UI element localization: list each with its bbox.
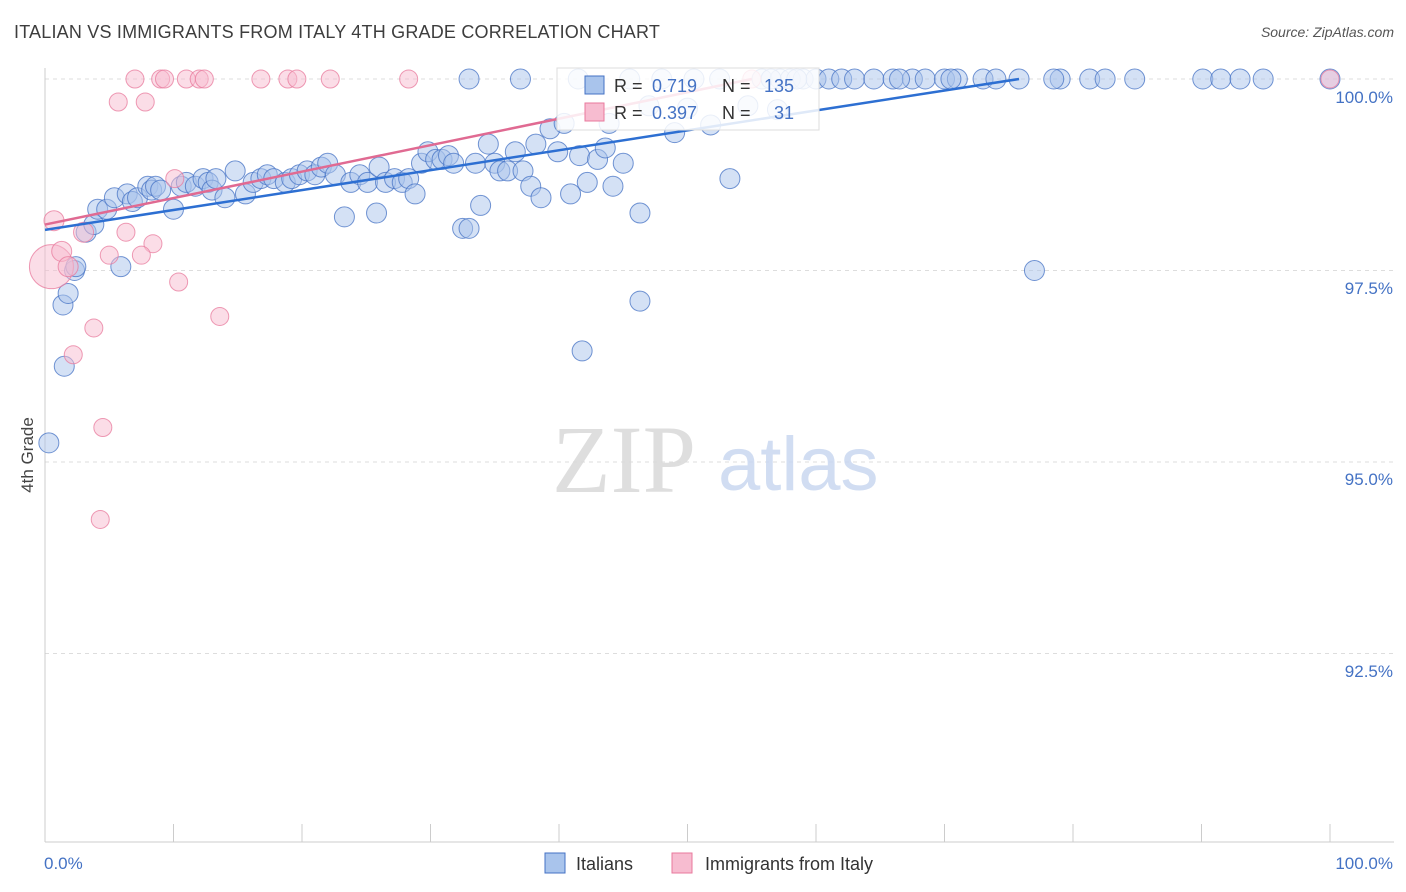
legend-swatch-italians (544, 852, 566, 874)
italians-point (458, 217, 480, 239)
stats-n-label-immigrants: N = (722, 103, 751, 123)
italians-point (914, 68, 936, 90)
italians-point (844, 68, 866, 90)
italians-point (477, 133, 499, 155)
italians-point (57, 282, 79, 304)
italians-point (38, 432, 60, 454)
italians-point (525, 133, 547, 155)
stats-box: R = 0.719 N = 135 R = 0.397 N = 31 (556, 67, 820, 131)
x-tick-label-100: 100.0% (1335, 854, 1393, 873)
italians-point (214, 187, 236, 209)
y-tick-label-92-5: 92.5% (1345, 662, 1393, 681)
x-tick-label-0: 0.0% (44, 854, 83, 873)
italians-point (571, 340, 593, 362)
immigrants-point (84, 318, 104, 338)
immigrants-point (194, 69, 214, 89)
immigrants-point (108, 92, 128, 112)
italians-point (1229, 68, 1251, 90)
watermark: ZIP atlas (552, 406, 879, 513)
italians-point (602, 175, 624, 197)
immigrants-point (287, 69, 307, 89)
immigrants-point (1320, 69, 1340, 89)
immigrants-point (251, 69, 271, 89)
watermark-atlas: atlas (718, 422, 879, 507)
y-tick-labels: 100.0% 97.5% 95.0% 92.5% (1335, 88, 1393, 681)
italians-point (940, 68, 962, 90)
y-tick-label-100: 100.0% (1335, 88, 1393, 107)
italians-point (629, 290, 651, 312)
legend: Italians Immigrants from Italy (544, 852, 873, 874)
italians-point (224, 160, 246, 182)
italians-point (443, 152, 465, 174)
legend-label-immigrants: Immigrants from Italy (705, 854, 873, 874)
immigrants-point (90, 509, 110, 529)
italians-point (1210, 68, 1232, 90)
immigrants-point (125, 69, 145, 89)
italians-point (1023, 260, 1045, 281)
stats-r-label-italians: R = (614, 76, 643, 96)
stats-r-label-immigrants: R = (614, 103, 643, 123)
chart-source: Source: ZipAtlas.com (1260, 24, 1394, 40)
italians-point (889, 68, 911, 90)
italians-point (985, 68, 1007, 90)
immigrants-point (63, 345, 83, 365)
stats-swatch-immigrants (584, 102, 605, 122)
stats-swatch-italians (584, 75, 605, 95)
italians-point (1192, 68, 1214, 90)
italians-point (1094, 68, 1116, 90)
immigrants-point (73, 221, 95, 243)
immigrants-point (135, 92, 155, 112)
series-immigrants-points (28, 69, 1340, 529)
immigrants-point (131, 245, 151, 265)
y-tick-label-95: 95.0% (1345, 470, 1393, 489)
italians-point (1043, 68, 1065, 90)
trend-lines (44, 77, 1020, 232)
italians-point (560, 183, 582, 205)
immigrants-point (399, 69, 419, 89)
italians-point (629, 202, 651, 224)
x-axis-ticks (44, 824, 1331, 842)
italians-point (719, 168, 741, 190)
watermark-zip: ZIP (552, 406, 696, 513)
italians-point (404, 183, 426, 205)
italians-point (509, 68, 531, 90)
italians-point (612, 152, 634, 174)
legend-swatch-immigrants (671, 852, 693, 874)
italians-point (530, 187, 552, 209)
stats-r-value-italians: 0.719 (652, 76, 697, 96)
italians-point (205, 168, 227, 190)
immigrants-point (155, 69, 175, 89)
italians-point (333, 206, 355, 228)
italians-point (470, 194, 492, 216)
immigrants-point (143, 234, 163, 254)
stats-n-label-italians: N = (722, 76, 751, 96)
trend-line-italians (44, 77, 1020, 232)
italians-point (1124, 68, 1146, 90)
italians-point (366, 202, 388, 224)
immigrants-point (57, 256, 79, 278)
chart-title: ITALIAN VS IMMIGRANTS FROM ITALY 4TH GRA… (14, 22, 661, 42)
italians-point (458, 68, 480, 90)
italians-point (1252, 68, 1274, 90)
immigrants-point (169, 272, 189, 292)
y-tick-label-97-5: 97.5% (1345, 279, 1393, 298)
immigrants-point (320, 69, 340, 89)
immigrants-point (210, 306, 230, 326)
stats-n-value-immigrants: 31 (774, 103, 794, 123)
immigrants-point (99, 245, 119, 265)
gridlines (45, 78, 1394, 654)
stats-n-value-italians: 135 (764, 76, 794, 96)
y-axis-label: 4th Grade (18, 417, 37, 493)
legend-label-italians: Italians (576, 854, 633, 874)
immigrants-point (116, 222, 136, 242)
italians-point (576, 171, 598, 193)
italians-point (863, 68, 885, 90)
immigrants-point (93, 418, 113, 438)
stats-r-value-immigrants: 0.397 (652, 103, 697, 123)
immigrants-point (165, 169, 185, 189)
